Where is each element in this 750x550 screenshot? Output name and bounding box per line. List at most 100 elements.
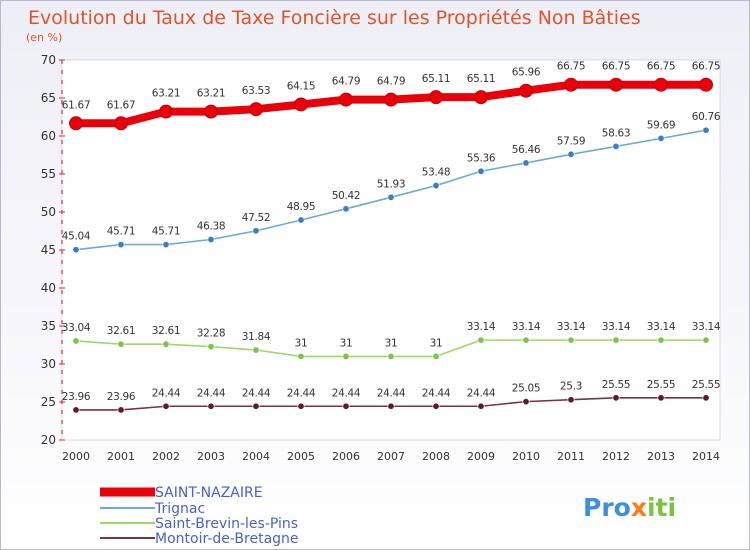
plot-area: [61, 59, 721, 441]
legend-label: SAINT-NAZAIRE: [155, 485, 263, 501]
data-point: [567, 150, 575, 158]
legend-label: Saint-Brevin-les-Pins: [155, 516, 298, 532]
data-point: [252, 346, 260, 354]
x-tick-label: 2010: [512, 450, 540, 463]
data-point: [159, 104, 173, 119]
data-point: [429, 90, 443, 105]
data-point: [432, 182, 440, 190]
x-tick-label: 2009: [467, 450, 495, 463]
series-saint-nazaire: [69, 77, 713, 131]
legend-label: Montoir-de-Bretagne: [155, 531, 299, 547]
plot-background: [61, 59, 721, 441]
data-point: [477, 336, 485, 344]
data-point: [297, 402, 305, 410]
data-point: [117, 241, 125, 249]
data-point: [252, 402, 260, 410]
data-point: [207, 343, 215, 351]
data-point: [162, 241, 170, 249]
data-label: 24.44: [332, 387, 361, 399]
data-label: 31.84: [242, 331, 271, 343]
data-point: [387, 352, 395, 360]
data-label: 32.28: [197, 328, 226, 340]
data-label: 66.75: [647, 61, 676, 73]
y-tick-label: 20: [41, 433, 56, 447]
data-point: [522, 159, 530, 167]
data-label: 33.04: [62, 322, 91, 334]
data-label: 45.04: [62, 231, 91, 243]
data-label: 24.44: [242, 387, 271, 399]
data-label: 53.48: [422, 167, 451, 179]
data-label: 65.11: [422, 73, 451, 85]
data-label: 33.14: [692, 321, 721, 333]
series-trignac: [72, 126, 710, 254]
data-label: 60.76: [692, 111, 721, 123]
data-label: 25.05: [512, 383, 541, 395]
y-tick-label: 65: [41, 91, 56, 105]
data-point: [612, 394, 620, 402]
data-point: [69, 116, 83, 131]
y-tick-label: 40: [41, 281, 56, 295]
data-point: [339, 92, 353, 107]
chart-subtitle: (en %): [26, 31, 62, 44]
data-label: 46.38: [197, 221, 226, 233]
data-point: [609, 77, 623, 92]
data-label: 33.14: [512, 321, 541, 333]
proxiti-logo: Proxiti: [583, 493, 676, 522]
y-tick-label: 45: [41, 243, 56, 257]
data-label: 31: [430, 337, 443, 349]
y-tick-label: 30: [41, 357, 56, 371]
data-label: 58.63: [602, 127, 631, 139]
x-tick-label: 2001: [107, 450, 135, 463]
data-label: 63.53: [242, 85, 271, 97]
x-tick-label: 2006: [332, 450, 360, 463]
data-point: [657, 134, 665, 142]
data-point: [522, 336, 530, 344]
data-point: [612, 336, 620, 344]
data-point: [114, 116, 128, 131]
y-tick-label: 55: [41, 167, 56, 181]
data-label: 64.15: [287, 80, 316, 92]
data-label: 32.61: [107, 325, 136, 337]
data-point: [384, 92, 398, 107]
chart-title: Evolution du Taux de Taxe Foncière sur l…: [28, 7, 641, 29]
brand-part: x: [631, 493, 647, 522]
data-point: [297, 216, 305, 224]
data-point: [294, 97, 308, 112]
data-point: [162, 402, 170, 410]
y-tick-label: 60: [41, 129, 56, 143]
data-label: 66.75: [602, 61, 631, 73]
data-point: [702, 336, 710, 344]
y-tick-label: 50: [41, 205, 56, 219]
data-label: 23.96: [107, 391, 136, 403]
x-tick-label: 2011: [557, 450, 585, 463]
data-point: [342, 402, 350, 410]
data-label: 59.69: [647, 119, 676, 131]
data-labels: 23.96 23.96 24.44 24.44 24.44 24.44 24.44 24.44…: [62, 61, 721, 403]
data-point: [657, 394, 665, 402]
data-point: [564, 77, 578, 92]
data-point: [117, 340, 125, 348]
data-label: 48.95: [287, 201, 316, 213]
data-point: [72, 406, 80, 414]
data-point: [432, 352, 440, 360]
data-point: [699, 77, 713, 92]
data-label: 65.96: [512, 67, 541, 79]
data-label: 51.93: [377, 178, 406, 190]
data-label: 47.52: [242, 212, 271, 224]
data-label: 24.44: [197, 387, 226, 399]
series-montoir-de-bretagne: [72, 394, 710, 414]
x-tick-label: 2012: [602, 450, 630, 463]
data-point: [477, 402, 485, 410]
data-label: 23.96: [62, 391, 91, 403]
data-label: 56.46: [512, 144, 541, 156]
x-tick-label: 2003: [197, 450, 225, 463]
data-point: [432, 402, 440, 410]
axes: 20 25 30 35 40 45 50 55 60 65 70 2000 2001 2002 2003 20…: [41, 53, 720, 463]
data-label: 45.71: [152, 226, 181, 238]
series-layer: [69, 77, 713, 414]
x-tick-label: 2000: [62, 450, 90, 463]
data-label: 24.44: [467, 387, 496, 399]
data-label: 24.44: [377, 387, 406, 399]
data-label: 31: [340, 337, 353, 349]
data-label: 55.36: [467, 152, 496, 164]
